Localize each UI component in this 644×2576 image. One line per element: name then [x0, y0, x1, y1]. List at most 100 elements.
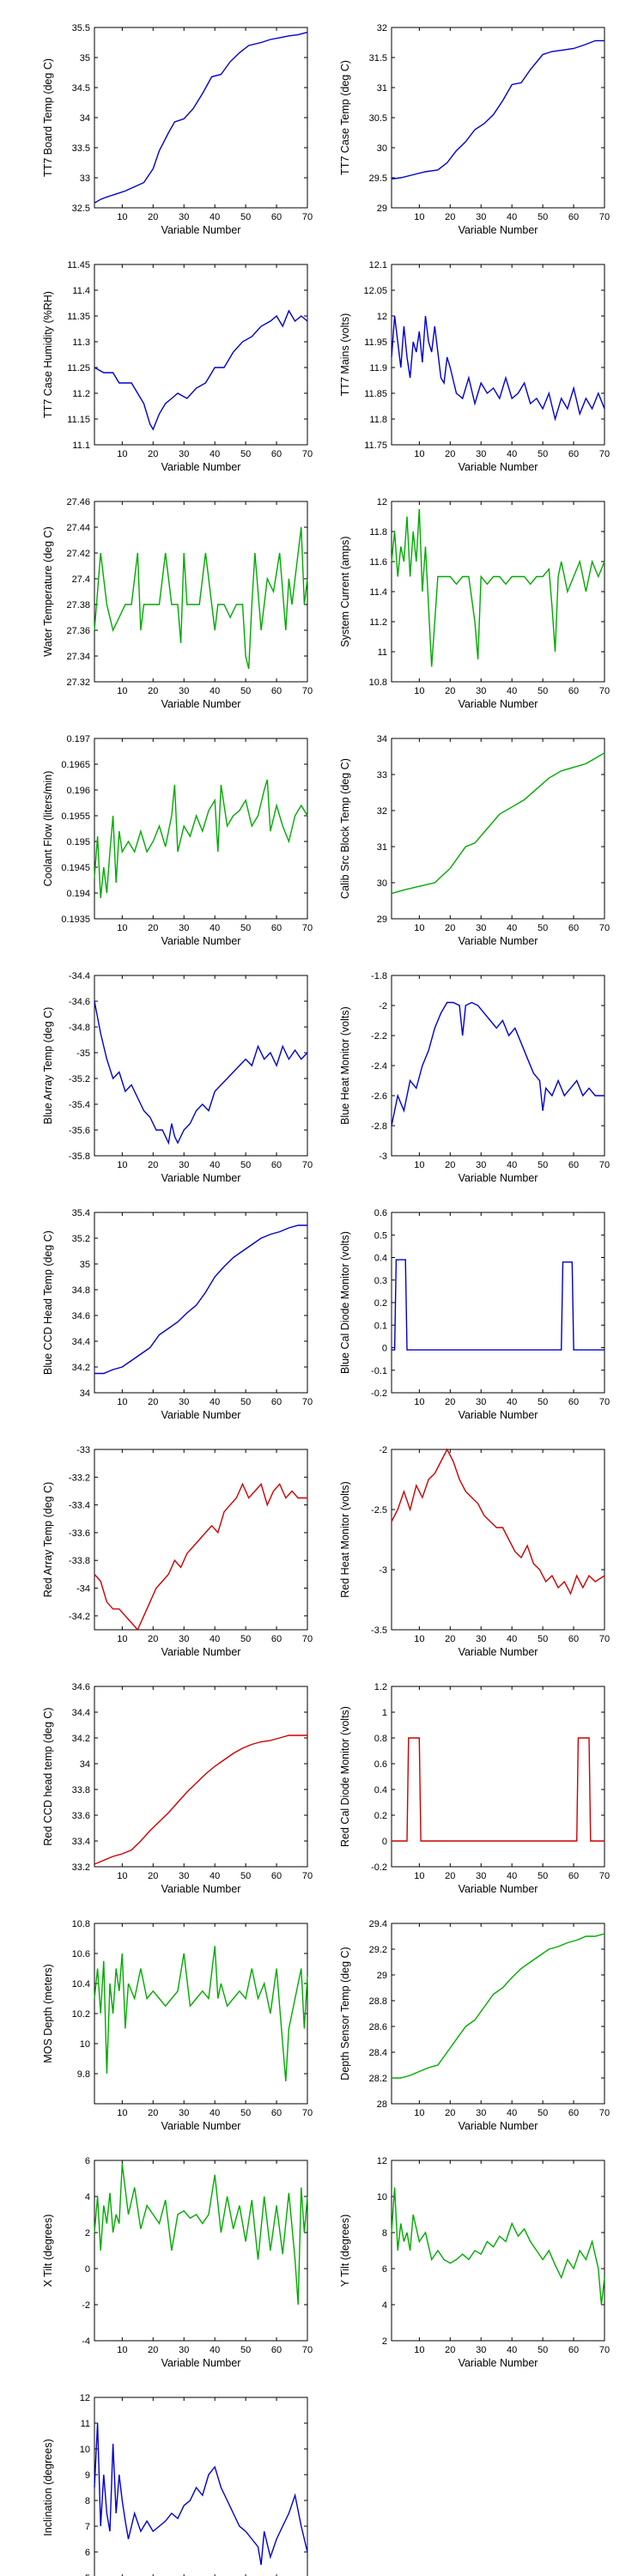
y-tick-label: 11 — [378, 647, 387, 658]
y-tick-label: 11 — [81, 2419, 90, 2429]
x-tick-label: 40 — [210, 449, 220, 459]
x-tick-label: 50 — [538, 923, 548, 933]
chart-8: 10 20 30 40 50 60 70 29 30 31 32 33 34 Variable Numbe… — [339, 734, 610, 947]
series-line — [391, 1448, 605, 1595]
x-tick-label: 10 — [414, 686, 424, 696]
x-axis-label: Variable Number — [459, 1409, 538, 1421]
y-tick-label: -34.4 — [69, 971, 90, 981]
x-tick-label: 20 — [148, 1397, 158, 1407]
y-tick-label: -2.6 — [371, 1091, 387, 1102]
x-tick-label: 30 — [179, 1160, 189, 1170]
series-line — [94, 1735, 307, 1865]
y-tick-label: -34.6 — [69, 997, 90, 1007]
y-tick-label: 0.4 — [374, 1254, 387, 1264]
y-tick-label: 35 — [80, 1260, 90, 1270]
x-tick-label: 70 — [302, 2345, 313, 2355]
y-tick-label: -0.1 — [371, 1366, 387, 1376]
series-line — [94, 779, 308, 899]
x-tick-label: 20 — [445, 923, 455, 933]
y-tick-label: -35.2 — [69, 1074, 90, 1084]
x-tick-label: 10 — [117, 449, 127, 459]
y-tick-label: 11.4 — [72, 286, 90, 296]
x-tick-label: 50 — [538, 449, 548, 459]
y-tick-label: 10 — [377, 2192, 387, 2202]
x-tick-label: 40 — [507, 2108, 517, 2118]
y-tick-label: 34.2 — [72, 1734, 90, 1744]
y-axis-label: Depth Sensor Temp (deg C) — [339, 1947, 351, 2080]
y-tick-label: 0.2 — [374, 1298, 387, 1309]
y-axis-label: Blue Cal Diode Monitor (volts) — [339, 1231, 351, 1374]
y-axis-label: TT7 Mains (volts) — [339, 313, 351, 397]
x-axis-label: Variable Number — [459, 698, 538, 710]
series-line — [94, 1000, 308, 1145]
plot-frame — [94, 1923, 308, 2105]
chart-17: 10 20 30 40 50 60 70 9.8 10 10.2 10.4 10.6 10.8 Varia… — [42, 1919, 313, 2132]
y-axis-label: TT7 Case Temp (deg C) — [339, 60, 351, 175]
y-tick-label: 32 — [377, 23, 387, 33]
y-tick-label: 0.1965 — [61, 760, 90, 770]
x-tick-label: 50 — [538, 212, 548, 222]
x-tick-label: 20 — [148, 2345, 158, 2355]
y-tick-label: 34.6 — [72, 1311, 90, 1321]
y-axis-label: Red Cal Diode Monitor (volts) — [339, 1706, 351, 1847]
y-axis-label: X Tilt (degrees) — [42, 2215, 54, 2287]
y-tick-label: 12.05 — [363, 286, 387, 296]
y-tick-label: 27.36 — [66, 626, 90, 636]
chart-12: 10 20 30 40 50 60 70 -0.2 -0.1 0 0.1 0.2 0.3 0.4 0.5 0.… — [339, 1208, 610, 1421]
chart-21: 1020304050607056789101112Variable Number… — [42, 2393, 308, 2576]
x-tick-label: 10 — [117, 2108, 127, 2118]
y-tick-label: -33.8 — [69, 1556, 90, 1566]
x-tick-label: 20 — [148, 686, 158, 696]
y-tick-label: -33.4 — [69, 1501, 90, 1511]
plot-frame — [391, 264, 605, 446]
y-tick-label: 0.196 — [66, 786, 90, 796]
x-tick-label: 60 — [568, 212, 579, 222]
y-axis-label: System Current (amps) — [339, 536, 351, 647]
chart-18: 10 20 30 40 50 60 70 28 28.2 28.4 28.6 28.8 29 29.2 29… — [339, 1919, 610, 2132]
y-tick-label: -35.4 — [69, 1100, 90, 1110]
y-tick-label: 10.2 — [72, 2009, 90, 2020]
y-tick-label: -0.2 — [371, 1388, 387, 1399]
x-tick-label: 40 — [507, 2345, 517, 2355]
x-tick-label: 50 — [240, 923, 251, 933]
chart-10: 10 20 30 40 50 60 70 -3 -2.8 -2.6 -2.4 -2.2 -2 -1.8 Va… — [339, 971, 610, 1184]
x-tick-label: 10 — [117, 1634, 127, 1644]
y-tick-label: 11.45 — [67, 260, 90, 270]
x-tick-label: 30 — [179, 1871, 189, 1881]
x-axis-label: Variable Number — [459, 2120, 538, 2132]
series-line — [94, 2422, 308, 2566]
x-tick-label: 70 — [599, 923, 610, 933]
plot-frame — [391, 738, 605, 920]
y-axis-label: Red Heat Monitor (volts) — [339, 1481, 351, 1597]
series-line — [94, 1482, 307, 1631]
chart-5: 10 20 30 40 50 60 70 27.32 27.34 27.36 27.38 27.4 27… — [42, 497, 313, 710]
x-tick-label: 20 — [445, 1160, 455, 1170]
x-tick-label: 40 — [507, 212, 517, 222]
series-line — [391, 752, 605, 895]
series-line — [94, 1946, 308, 2081]
x-tick-label: 50 — [538, 1871, 548, 1881]
y-axis-label: Inclination (degrees) — [42, 2439, 54, 2536]
x-tick-label: 60 — [568, 1634, 579, 1644]
chart-20: 10 20 30 40 50 60 70 2 4 6 8 10 12 Variable Number Y T… — [339, 2156, 610, 2369]
y-tick-label: 0.1955 — [61, 811, 90, 822]
y-tick-label: 9 — [85, 2470, 90, 2481]
y-tick-label: 9.8 — [77, 2069, 90, 2080]
y-tick-label: 7 — [85, 2522, 90, 2532]
y-tick-label: 0.1 — [374, 1321, 387, 1331]
x-axis-label: Variable Number — [459, 461, 538, 473]
x-tick-label: 50 — [538, 1634, 548, 1644]
x-tick-label: 60 — [568, 2345, 579, 2355]
y-tick-label: 0.5 — [374, 1230, 387, 1241]
x-tick-label: 60 — [271, 2345, 282, 2355]
x-axis-label: Variable Number — [459, 2357, 538, 2369]
x-tick-label: 40 — [507, 1871, 517, 1881]
x-tick-label: 50 — [240, 1871, 251, 1881]
y-tick-label: 34.8 — [72, 1285, 90, 1296]
x-tick-label: 10 — [117, 2345, 127, 2355]
x-tick-label: 40 — [210, 1160, 220, 1170]
plot-frame — [391, 2160, 605, 2342]
x-axis-label: Variable Number — [161, 224, 241, 236]
y-tick-label: 34.4 — [72, 1337, 90, 1347]
y-tick-label: 0.1945 — [61, 863, 90, 873]
